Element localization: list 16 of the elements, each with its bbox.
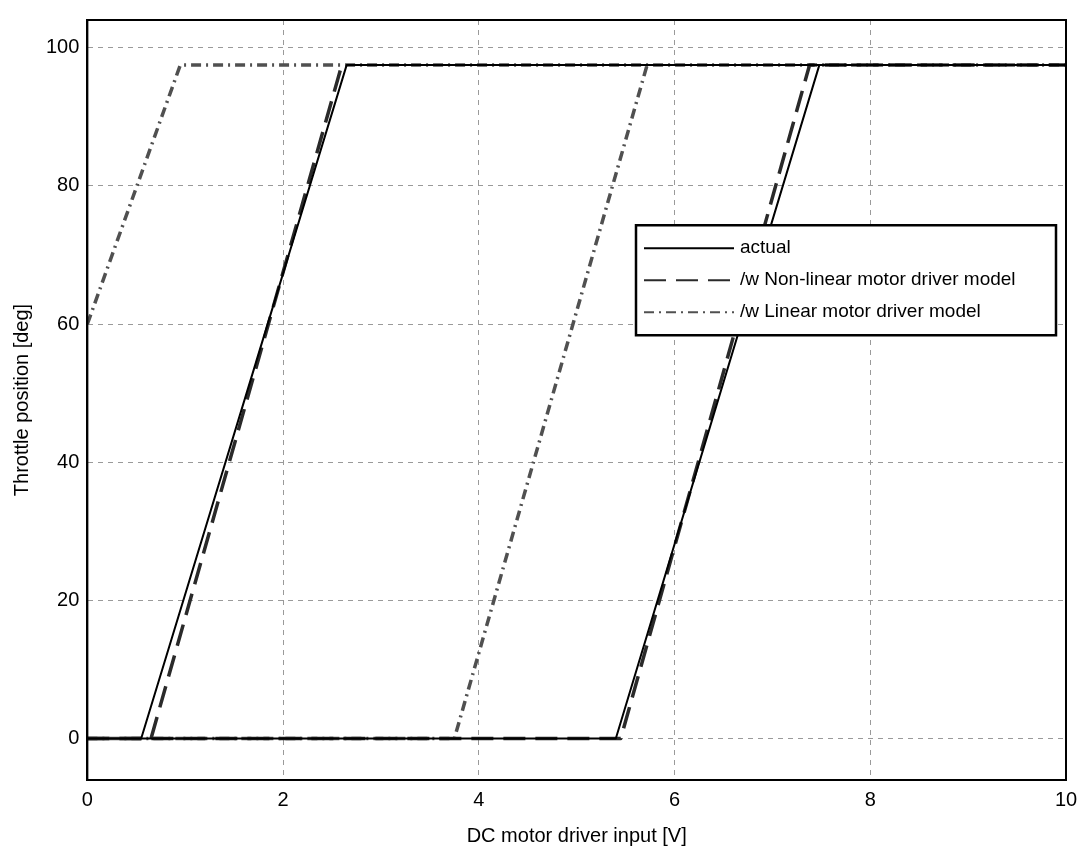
y-tick-label: 0 (68, 726, 80, 749)
legend-label: /w Linear motor driver model (740, 300, 981, 322)
y-tick-label: 60 (57, 311, 80, 334)
x-tick-label: 10 (1054, 787, 1078, 810)
y-axis-title: Throttle position [deg] (9, 303, 32, 497)
x-tick-label: 2 (277, 787, 289, 810)
x-axis-title: DC motor driver input [V] (466, 823, 687, 846)
legend-label: /w Non-linear motor driver model (740, 268, 1016, 290)
legend-label: actual (740, 236, 791, 258)
y-tick-label: 40 (57, 449, 80, 472)
y-tick-label: 100 (45, 35, 80, 58)
x-tick-label: 6 (668, 787, 681, 810)
y-tick-label: 80 (57, 173, 80, 196)
x-tick-label: 8 (864, 787, 876, 810)
y-tick-label: 20 (57, 587, 80, 610)
x-tick-label: 4 (473, 787, 485, 810)
